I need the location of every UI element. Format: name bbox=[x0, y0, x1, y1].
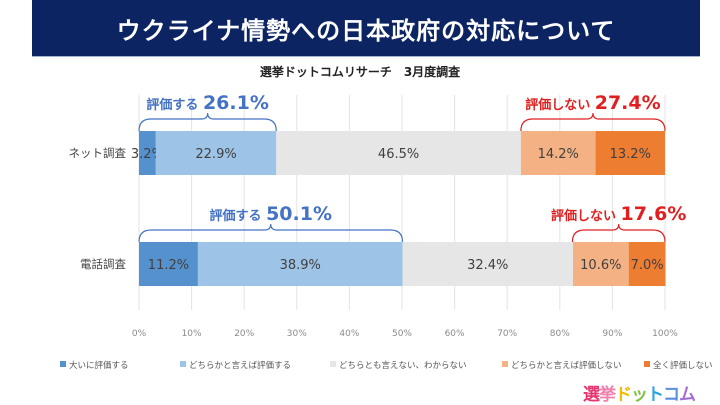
annotation-brace bbox=[520, 112, 666, 132]
annotation-label: 評価する 50.1% bbox=[210, 203, 332, 225]
bar-segment bbox=[139, 242, 198, 286]
annotation-label: 評価しない 17.6% bbox=[551, 203, 686, 225]
annotation-brace bbox=[138, 112, 277, 132]
logo-char: ム bbox=[679, 385, 696, 405]
bar-segment bbox=[628, 242, 666, 286]
data-label: 32.4% bbox=[467, 258, 508, 273]
data-label: 7.0% bbox=[631, 258, 664, 273]
data-label: 46.5% bbox=[378, 147, 419, 162]
logo-char: 挙 bbox=[599, 385, 616, 405]
x-tick-label: 40% bbox=[339, 329, 359, 339]
bar-segment bbox=[572, 242, 629, 286]
annotation-brace bbox=[138, 223, 404, 243]
logo-char: コ bbox=[663, 385, 680, 405]
data-label: 22.9% bbox=[195, 147, 236, 162]
legend-swatch bbox=[330, 361, 336, 367]
x-tick-label: 30% bbox=[287, 329, 307, 339]
legend-label: どちらとも言えない、わからない bbox=[339, 360, 467, 371]
category-label: 電話調査 bbox=[80, 257, 126, 271]
x-tick-label: 50% bbox=[392, 329, 412, 339]
bar-segment bbox=[197, 242, 403, 286]
x-tick-label: 10% bbox=[182, 329, 202, 339]
legend-swatch bbox=[60, 361, 66, 367]
data-label: 11.2% bbox=[148, 258, 189, 273]
legend-swatch bbox=[180, 361, 186, 367]
category-label: ネット調査 bbox=[69, 146, 127, 160]
data-label: 10.6% bbox=[580, 258, 621, 273]
logo-char: ド bbox=[615, 385, 632, 405]
logo-char: ト bbox=[647, 385, 664, 405]
x-tick-label: 70% bbox=[497, 329, 517, 339]
senkyo-dotcom-logo: 選挙ドットコム bbox=[583, 380, 696, 405]
legend-label: 大いに評価する bbox=[69, 360, 129, 371]
page-title: ウクライナ情勢への日本政府の対応について bbox=[116, 16, 616, 45]
x-tick-label: 0% bbox=[132, 329, 147, 339]
chart-subtitle: 選挙ドットコムリサーチ 3月度調査 bbox=[259, 65, 461, 79]
annotation-brace bbox=[571, 223, 666, 243]
legend-label: どちらかと言えば評価しない bbox=[511, 360, 622, 371]
data-label: 3.2% bbox=[131, 147, 164, 162]
data-label: 13.2% bbox=[610, 147, 651, 162]
legend-label: 全く評価しない bbox=[653, 360, 713, 371]
x-tick-label: 100% bbox=[652, 329, 678, 339]
logo-char: ッ bbox=[631, 385, 648, 405]
x-tick-label: 20% bbox=[234, 329, 254, 339]
bar-segment bbox=[139, 131, 156, 175]
data-label: 14.2% bbox=[538, 147, 579, 162]
bar-segment bbox=[595, 131, 665, 175]
logo-char: 選 bbox=[583, 385, 600, 405]
legend-label: どちらかと言えば評価する bbox=[189, 360, 291, 371]
x-tick-label: 60% bbox=[445, 329, 465, 339]
data-label: 38.9% bbox=[280, 258, 321, 273]
annotation-label: 評価しない 27.4% bbox=[525, 92, 660, 114]
bar-segment bbox=[402, 242, 573, 286]
bar-segment bbox=[276, 131, 521, 175]
legend-swatch bbox=[644, 361, 650, 367]
legend-swatch bbox=[502, 361, 508, 367]
bar-segment bbox=[520, 131, 596, 175]
title-bar: ウクライナ情勢への日本政府の対応について bbox=[32, 0, 700, 57]
x-tick-label: 80% bbox=[550, 329, 570, 339]
bar-segment bbox=[155, 131, 277, 175]
annotation-label: 評価する 26.1% bbox=[146, 92, 268, 114]
x-tick-label: 90% bbox=[602, 329, 622, 339]
